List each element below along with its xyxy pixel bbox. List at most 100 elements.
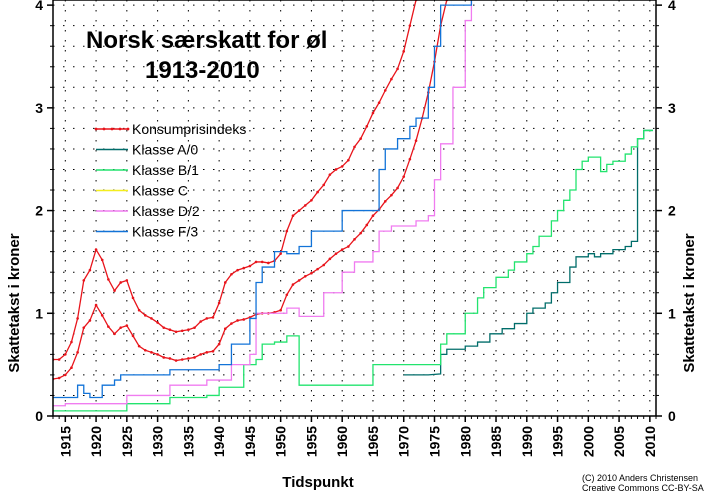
data-point [371, 111, 375, 115]
data-point [187, 328, 190, 332]
data-point [156, 321, 159, 324]
data-point [254, 260, 258, 264]
data-point [408, 157, 412, 161]
x-tick-label: 1955 [303, 426, 319, 457]
data-point [64, 353, 67, 356]
data-point [168, 357, 172, 360]
data-point [76, 351, 79, 354]
data-point [217, 301, 221, 305]
data-point [291, 283, 295, 286]
series-line-klasse-b-1 [53, 129, 653, 412]
data-point [279, 308, 282, 312]
legend-marker [118, 127, 122, 131]
data-point [396, 67, 399, 71]
data-point [359, 231, 362, 235]
x-tick-label: 1970 [396, 426, 412, 457]
data-point [396, 186, 399, 190]
data-point [408, 24, 412, 27]
y-axis-label-right: Skattetakst i kroner [681, 233, 698, 372]
y-axis-ticks: 0 0 1 1 2 2 3 3 4 4 [35, 0, 676, 424]
data-point [414, 139, 418, 143]
data-point [88, 268, 92, 272]
x-tick-label: 2010 [642, 426, 658, 457]
data-point [285, 293, 289, 297]
data-point [193, 326, 196, 329]
data-point [100, 314, 104, 317]
data-point [303, 204, 307, 207]
data-point [174, 359, 178, 362]
data-point [137, 344, 141, 348]
data-point [143, 348, 147, 352]
data-point [322, 183, 326, 187]
data-point [131, 334, 135, 338]
x-tick-label: 1995 [550, 426, 566, 457]
data-point [131, 296, 135, 300]
data-point [94, 303, 98, 307]
data-point [199, 320, 202, 323]
data-point [137, 308, 141, 312]
data-point [285, 229, 289, 233]
data-point [187, 357, 190, 360]
data-point [365, 223, 369, 227]
x-tick-label: 1925 [119, 426, 135, 457]
data-point [402, 50, 406, 53]
x-axis-label: Tidspunkt [282, 474, 353, 491]
x-tick-label: 1985 [488, 426, 504, 457]
data-point [113, 332, 116, 336]
x-axis-ticks: 1915 1920 1925 1930 1935 1940 1945 1950 1955 1960… [52, 416, 658, 457]
data-point [377, 101, 381, 105]
data-point [279, 252, 282, 256]
x-tick-label: 1935 [180, 426, 196, 457]
data-point [107, 278, 110, 281]
credit-line-1: (C) 2010 Anders Christensen [582, 473, 698, 483]
x-tick-label: 1980 [457, 426, 473, 457]
data-point [328, 173, 332, 176]
data-point [70, 366, 73, 370]
series-line-klasse-a-0 [403, 129, 653, 376]
legend: Konsumprisindeks Klasse A/0 Klasse B/1 Klas… [94, 121, 246, 240]
data-point [174, 330, 178, 334]
legend-label: Klasse B/1 [132, 162, 199, 178]
data-point [291, 214, 295, 218]
x-tick-label: 2000 [580, 426, 596, 457]
x-tick-label: 1940 [211, 426, 227, 457]
data-point [383, 89, 387, 92]
data-point [88, 319, 92, 322]
credit-line-2: Creative Commons CC-BY-SA [582, 483, 704, 493]
data-point [94, 248, 98, 251]
legend-marker [94, 127, 98, 131]
x-tick-label: 1960 [334, 426, 350, 457]
data-point [236, 268, 239, 272]
x-tick-label: 1945 [242, 426, 258, 457]
x-tick-label: 1950 [273, 426, 289, 457]
data-point [347, 158, 350, 162]
legend-label: Klasse D/2 [132, 203, 200, 219]
data-point [303, 275, 307, 278]
data-point [211, 349, 215, 353]
data-point [297, 209, 301, 212]
y-tick-label-right: 4 [668, 0, 676, 13]
data-point [353, 145, 356, 149]
data-point [70, 340, 73, 344]
data-point [402, 175, 406, 178]
data-point [365, 125, 369, 128]
legend-label: Klasse F/3 [132, 224, 198, 240]
data-point [390, 77, 393, 81]
chart-subtitle: 1913-2010 [145, 57, 260, 84]
chart-title: Norsk særskatt for øl [86, 27, 327, 54]
data-point [359, 137, 362, 140]
data-point [107, 325, 110, 328]
data-point [297, 279, 301, 282]
data-point [340, 248, 344, 251]
data-point [162, 326, 166, 329]
data-point [236, 319, 239, 322]
x-tick-label: 2005 [611, 426, 627, 457]
data-point [100, 258, 104, 262]
y-tick-label-right: 2 [668, 203, 676, 219]
data-point [334, 168, 338, 171]
data-point [267, 261, 270, 265]
x-tick-label: 1975 [426, 426, 442, 457]
data-point [143, 314, 147, 317]
data-point [353, 238, 356, 241]
